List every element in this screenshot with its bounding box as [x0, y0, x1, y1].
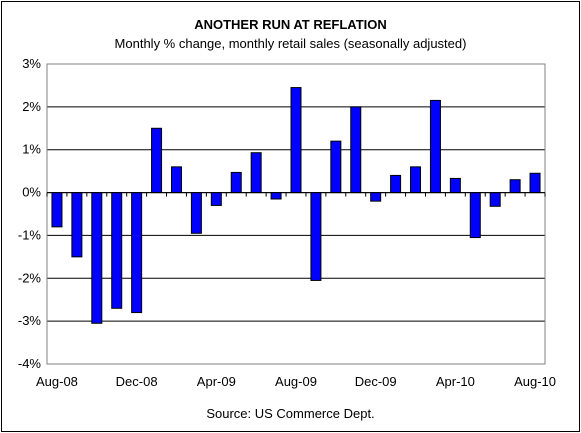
bar-Oct-09 [330, 140, 342, 194]
bar-May-09 [230, 171, 242, 194]
axes [46, 63, 546, 365]
bar-Oct-08 [91, 192, 103, 324]
y-tick-label: -2% [18, 270, 42, 285]
bar-Feb-09 [170, 166, 182, 194]
bar-Nov-09 [350, 106, 362, 194]
bar-Apr-09 [210, 192, 222, 206]
bar-Jun-09 [250, 152, 262, 194]
x-tick-label: Apr-09 [197, 374, 236, 389]
bar-Mar-10 [429, 99, 441, 194]
plot-area-border [46, 63, 546, 365]
bar-Sep-09 [310, 192, 322, 281]
bar-Mar-09 [190, 192, 202, 234]
x-tick-label: Aug-09 [275, 374, 317, 389]
x-tick-labels: Aug-08 Dec-08 Apr-09 Aug-09 Dec-09 Apr-10 Aug-… [36, 374, 556, 389]
y-tick-label: -1% [18, 227, 42, 242]
x-tick-label: Dec-09 [355, 374, 397, 389]
y-tick-labels: 3% 2% 1% 0% -1% -2% -3% -4% [18, 56, 42, 371]
y-tick-label: 2% [22, 99, 41, 114]
bar-Aug-10 [529, 172, 541, 194]
bar-Sep-08 [71, 192, 83, 258]
bar-Aug-08 [51, 192, 63, 228]
x-tick-label: Apr-10 [436, 374, 475, 389]
y-tick-label: 3% [22, 56, 41, 71]
y-tick-label: -4% [18, 356, 42, 371]
bar-Jan-09 [151, 127, 163, 194]
bar-Nov-08 [111, 192, 123, 309]
bar-Apr-10 [449, 177, 461, 194]
bar-Dec-09 [370, 192, 382, 202]
bar-Dec-08 [131, 192, 143, 314]
x-tick-label: Dec-08 [116, 374, 158, 389]
bars [51, 87, 541, 324]
bar-Feb-10 [410, 166, 422, 194]
chart-title: ANOTHER RUN AT REFLATION [194, 17, 387, 32]
bar-Jul-10 [509, 179, 521, 194]
y-tick-label: 1% [22, 142, 41, 157]
y-tick-label: -3% [18, 313, 42, 328]
bar-Jan-10 [390, 174, 402, 194]
x-tick-label: Aug-10 [514, 374, 556, 389]
x-tick-label: Aug-08 [36, 374, 78, 389]
bar-Jul-09 [270, 192, 282, 200]
bar-May-10 [469, 192, 481, 239]
bar-Jun-10 [489, 192, 501, 207]
y-tick-label: 0% [22, 185, 41, 200]
chart-subtitle: Monthly % change, monthly retail sales (… [114, 36, 467, 51]
bar-Aug-09 [290, 87, 302, 194]
chart-source: Source: US Commerce Dept. [206, 406, 375, 421]
